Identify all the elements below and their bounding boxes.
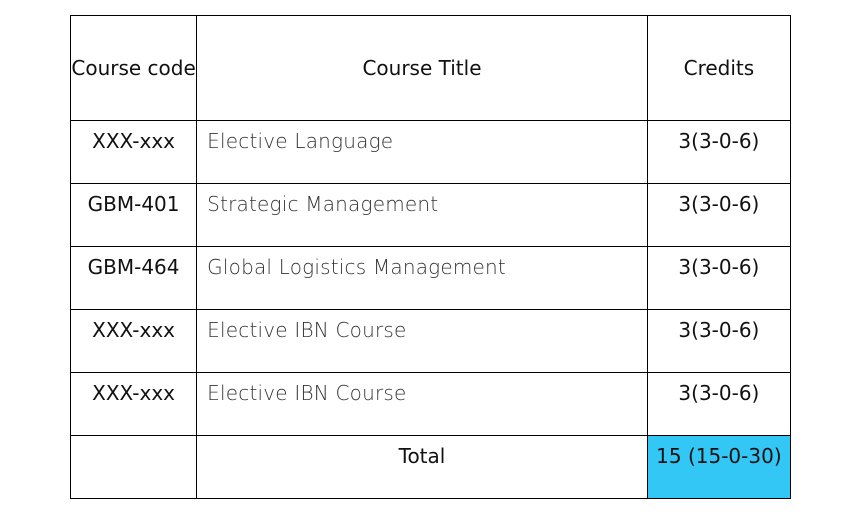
total-credits-value: 15 (15-0-30) — [646, 435, 792, 499]
credits-cell: 3(3-0-6) — [646, 120, 792, 184]
course-title-cell: Elective IBN Course — [196, 309, 648, 373]
total-label: Total — [196, 435, 648, 499]
empty-cell — [69, 435, 198, 499]
table-row: GBM-464 Global Logistics Management 3(3-… — [69, 246, 792, 310]
course-code-cell: XXX-xxx — [69, 120, 198, 184]
credits-cell: 3(3-0-6) — [646, 309, 792, 373]
header-row: Course code Course Title Credits — [69, 15, 792, 121]
total-row: Total 15 (15-0-30) — [69, 435, 792, 499]
header-course-title: Course Title — [196, 15, 648, 121]
header-course-code: Course code — [69, 15, 198, 121]
course-code-cell: XXX-xxx — [69, 372, 198, 436]
table-row: XXX-xxx Elective IBN Course 3(3-0-6) — [69, 372, 792, 436]
course-code-cell: GBM-464 — [69, 246, 198, 310]
credits-cell: 3(3-0-6) — [646, 183, 792, 247]
course-code-cell: XXX-xxx — [69, 309, 198, 373]
course-title-cell: Elective IBN Course — [196, 372, 648, 436]
course-title-cell: Global Logistics Management — [196, 246, 648, 310]
table-row: XXX-xxx Elective Language 3(3-0-6) — [69, 120, 792, 184]
credits-cell: 3(3-0-6) — [646, 372, 792, 436]
course-code-cell: GBM-401 — [69, 183, 198, 247]
course-title-cell: Strategic Management — [196, 183, 648, 247]
course-title-cell: Elective Language — [196, 120, 648, 184]
credits-cell: 3(3-0-6) — [646, 246, 792, 310]
header-credits: Credits — [646, 15, 792, 121]
course-table: Course code Course Title Credits XXX-xxx… — [69, 15, 792, 499]
table-row: GBM-401 Strategic Management 3(3-0-6) — [69, 183, 792, 247]
table-row: XXX-xxx Elective IBN Course 3(3-0-6) — [69, 309, 792, 373]
